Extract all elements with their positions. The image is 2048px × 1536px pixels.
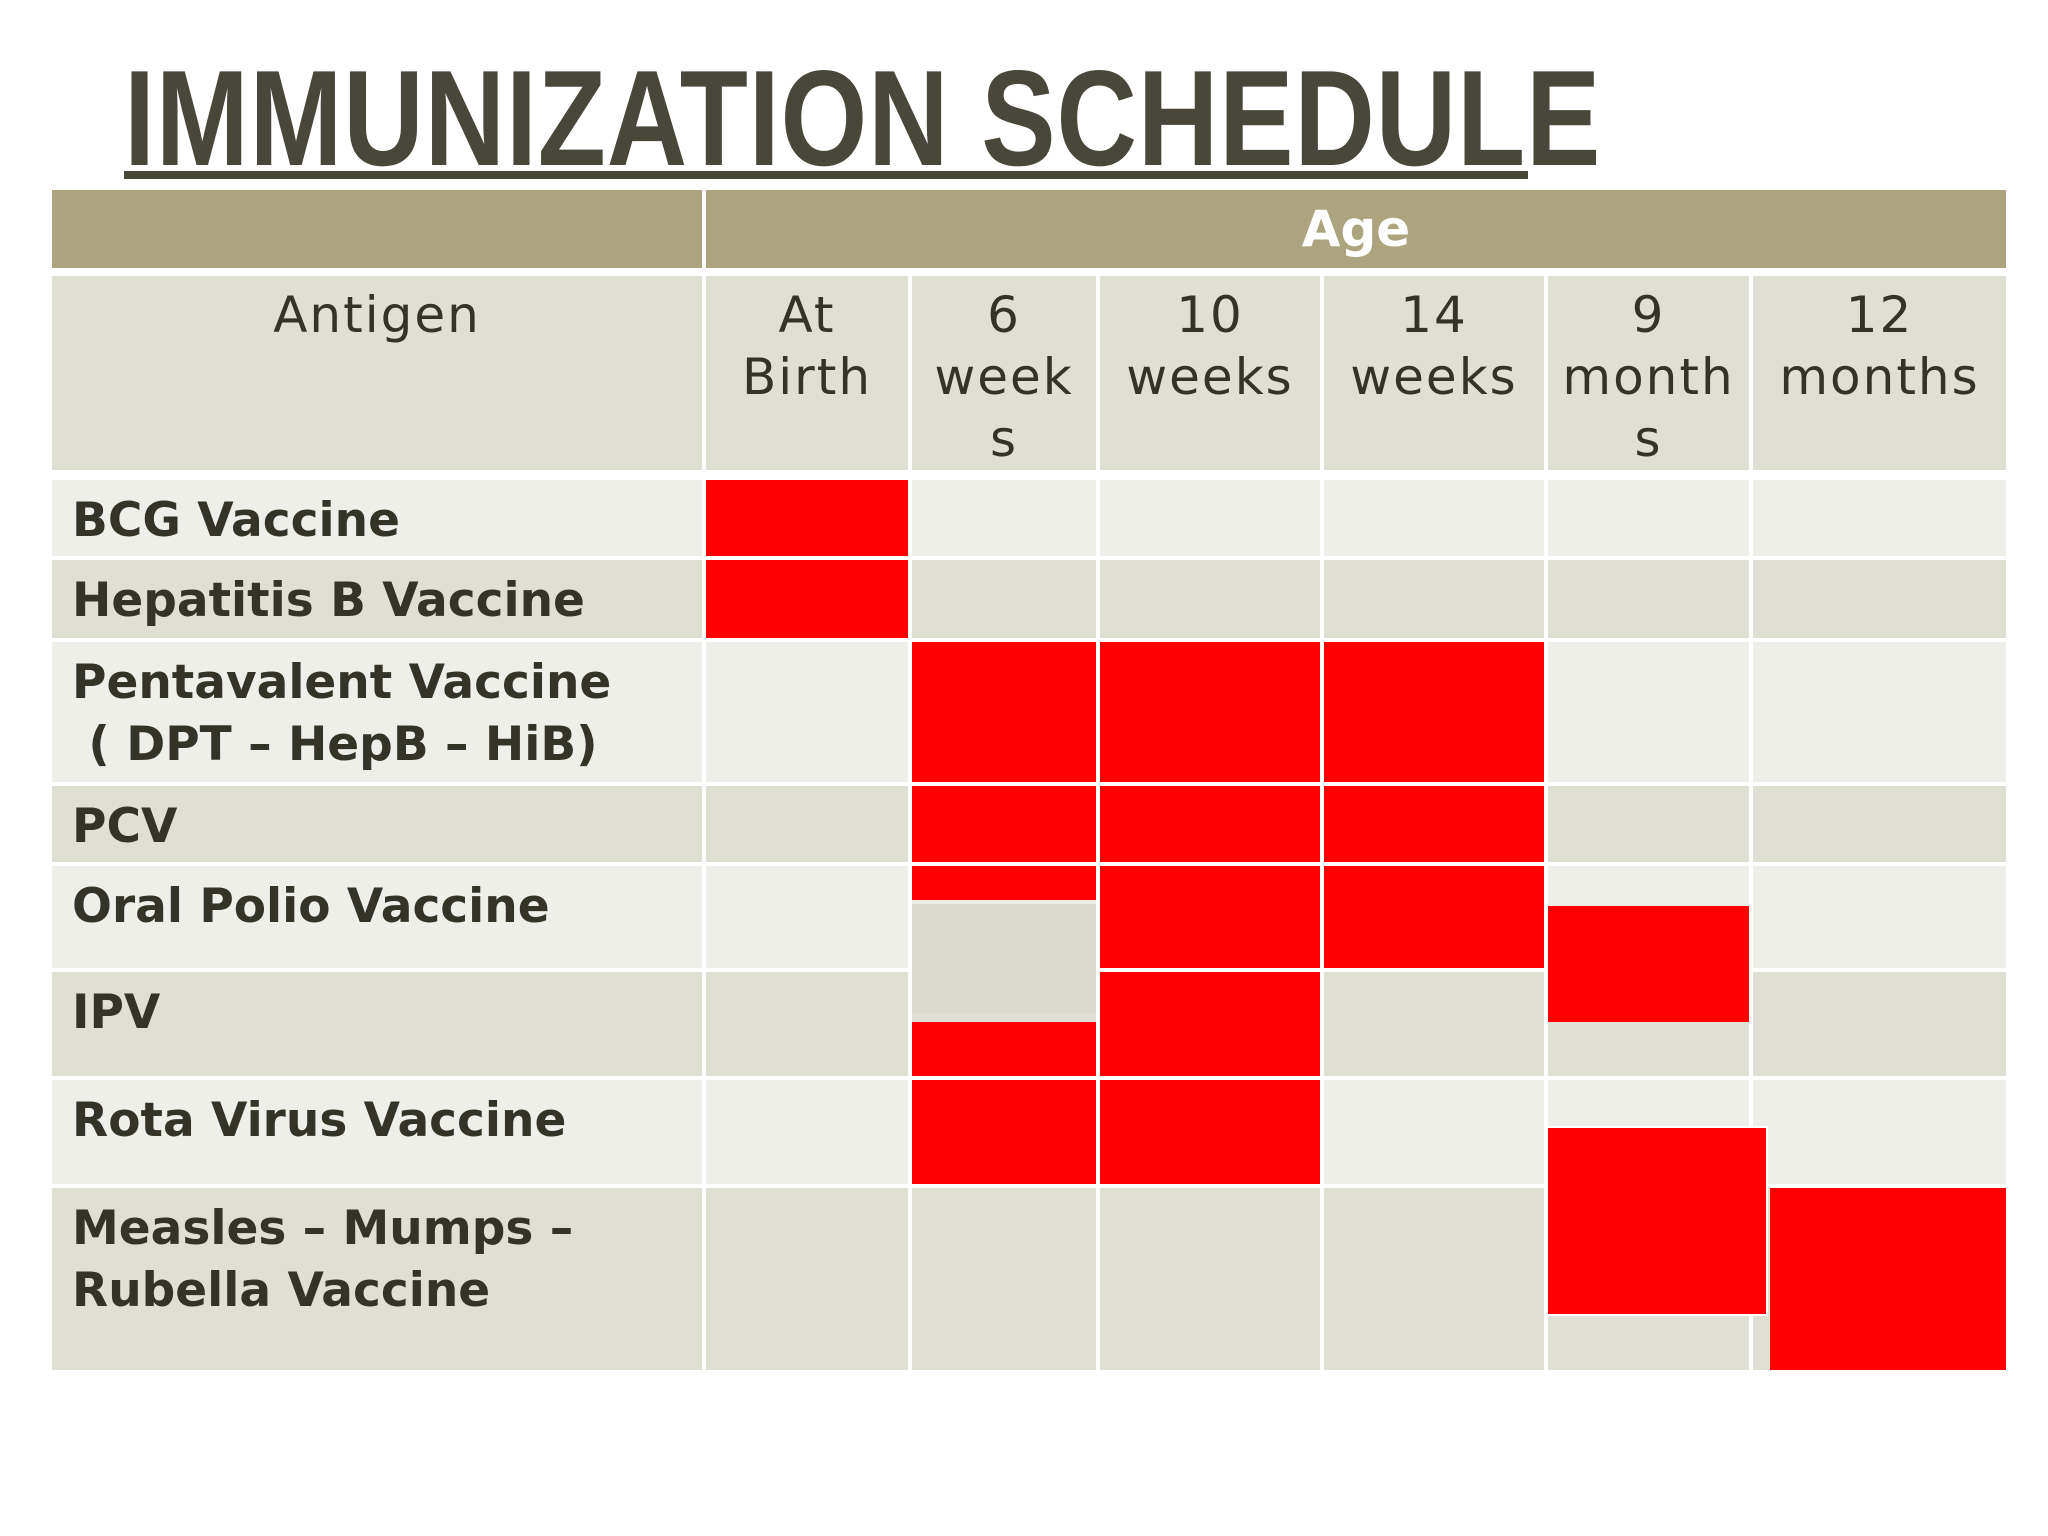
table-cell xyxy=(912,1188,1096,1370)
table-cell xyxy=(1324,480,1544,556)
row-label-ipv: IPV xyxy=(52,972,702,1076)
table-cell xyxy=(706,866,908,968)
dose-mark-mmr-9-months xyxy=(1546,1126,1768,1316)
dose-mark-oral-polio-10-weeks xyxy=(1100,866,1320,968)
column-header-6-weeks: 6 week s xyxy=(912,276,1096,470)
antigen-column-header: Antigen xyxy=(52,276,702,470)
table-cell xyxy=(1548,560,1749,638)
dose-mark-pentavalent-10-weeks xyxy=(1100,642,1320,782)
column-header-14-weeks: 14 weeks xyxy=(1324,276,1544,470)
column-header-10-weeks: 10 weeks xyxy=(1100,276,1320,470)
table-cell xyxy=(1548,786,1749,862)
immunization-table: Age Antigen At Birth 6 week s 10 weeks 1… xyxy=(52,190,2006,1380)
row-label-hepatitis-b: Hepatitis B Vaccine xyxy=(52,560,702,638)
dose-mark-oral-polio-9-months xyxy=(1548,906,1749,1022)
table-cell xyxy=(706,972,908,1076)
title-underline xyxy=(124,171,1528,179)
table-cell xyxy=(706,1188,908,1370)
dose-mark-pentavalent-6-weeks xyxy=(912,642,1096,782)
table-cell xyxy=(912,560,1096,638)
row-label-mmr: Measles – Mumps – Rubella Vaccine xyxy=(52,1188,702,1370)
row-label-pentavalent: Pentavalent Vaccine ( DPT – HepB – HiB) xyxy=(52,642,702,782)
column-header-12-months: 12 months xyxy=(1753,276,2006,470)
table-cell xyxy=(1324,1188,1544,1370)
table-cell xyxy=(1100,480,1320,556)
dose-mark-ipv-6-weeks xyxy=(912,1022,1096,1076)
table-cell xyxy=(1753,560,2006,638)
dose-mark-rota-10-weeks xyxy=(1100,1080,1320,1184)
table-cell xyxy=(1548,480,1749,556)
age-group-header: Age xyxy=(706,190,2006,268)
dose-mark-pcv-6-weeks xyxy=(912,786,1096,862)
dose-mark-pentavalent-14-weeks xyxy=(1324,642,1544,782)
header-band-antigen-blank xyxy=(52,190,702,268)
table-cell xyxy=(1100,560,1320,638)
table-cell xyxy=(1100,1188,1320,1370)
dose-mark-rota-6-weeks xyxy=(912,1080,1096,1184)
dose-mark-pcv-10-weeks xyxy=(1100,786,1320,862)
table-cell xyxy=(1324,972,1544,1076)
row-label-rota-virus: Rota Virus Vaccine xyxy=(52,1080,702,1184)
table-cell xyxy=(1753,786,2006,862)
dose-mark-oral-polio-6-weeks xyxy=(912,866,1096,900)
table-cell xyxy=(1753,480,2006,556)
table-cell xyxy=(706,642,908,782)
table-cell xyxy=(1753,866,2006,968)
dose-mark-pcv-14-weeks xyxy=(1324,786,1544,862)
table-cell xyxy=(1753,1080,2006,1184)
dose-mark-hepatitis-b-at-birth xyxy=(706,560,908,638)
column-header-at-birth: At Birth xyxy=(706,276,908,470)
table-cell xyxy=(706,786,908,862)
dose-mark-mmr-12-months xyxy=(1770,1188,2006,1370)
grey-gap-6-weeks xyxy=(912,904,1096,1014)
dose-mark-oral-polio-14-weeks xyxy=(1324,866,1544,968)
row-label-pcv: PCV xyxy=(52,786,702,862)
table-cell xyxy=(706,1080,908,1184)
row-label-bcg: BCG Vaccine xyxy=(52,480,702,556)
table-cell xyxy=(1324,1080,1544,1184)
table-cell xyxy=(912,480,1096,556)
dose-mark-ipv-10-weeks xyxy=(1100,972,1320,1076)
page-title: IMMUNIZATION SCHEDULE xyxy=(124,58,1601,178)
column-header-9-months: 9 month s xyxy=(1548,276,1749,470)
row-label-oral-polio: Oral Polio Vaccine xyxy=(52,866,702,968)
table-cell xyxy=(1324,560,1544,638)
table-cell xyxy=(1753,642,2006,782)
table-cell xyxy=(1548,642,1749,782)
table-cell xyxy=(1753,972,2006,1076)
dose-mark-bcg-at-birth xyxy=(706,480,908,556)
